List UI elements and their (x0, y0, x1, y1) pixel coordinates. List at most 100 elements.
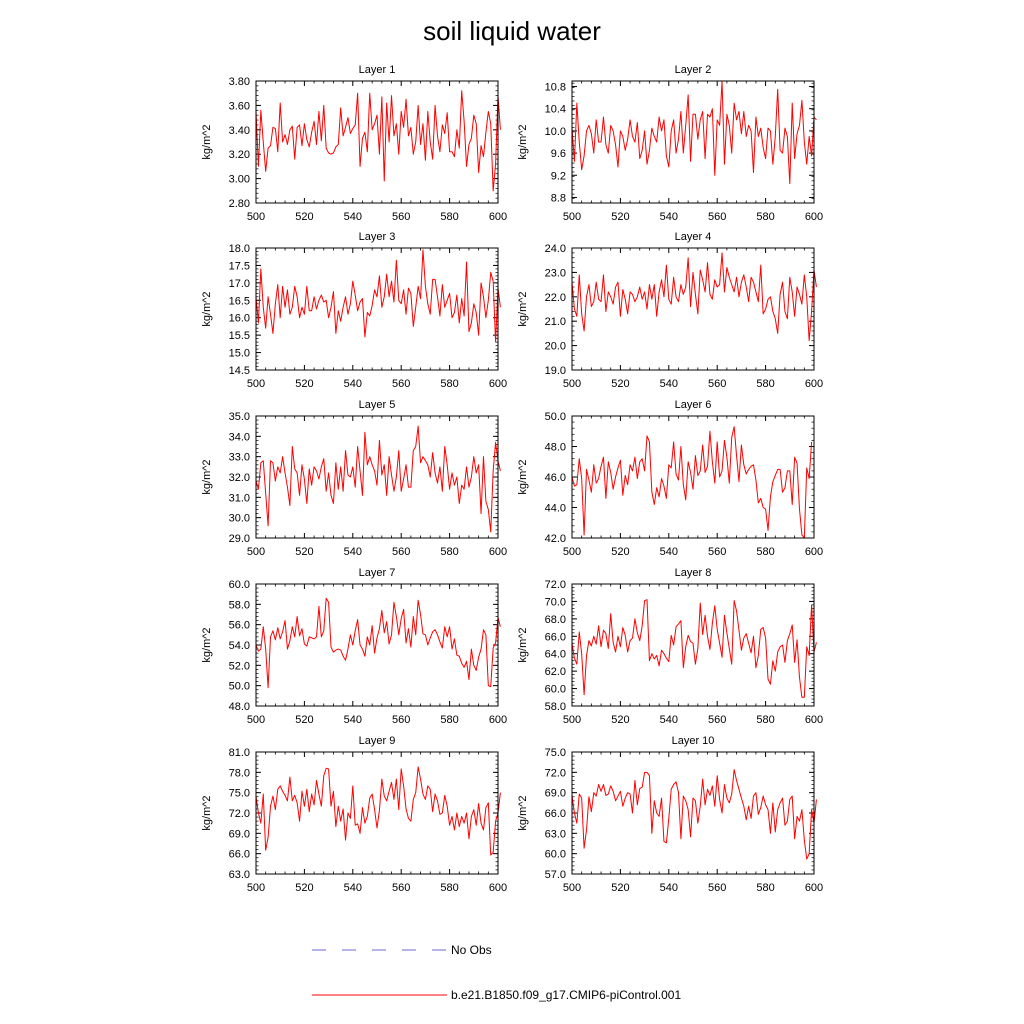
series-line (571, 426, 813, 539)
y-axis-label: kg/m^2 (201, 795, 213, 830)
plot-frame (255, 583, 499, 707)
y-tick-label: 22.0 (545, 292, 566, 304)
x-tick-label: 580 (756, 882, 774, 894)
panel-9: Layer 9 kg/m^2 500 520 540 560 580 600 63.0 66.0 6… (201, 735, 507, 894)
y-tick-label: 58.0 (229, 599, 250, 611)
y-tick-label: 2.80 (229, 198, 250, 210)
x-tick-label: 520 (295, 714, 313, 726)
panel-7: Layer 7 kg/m^2 500 520 540 560 580 600 48.0 50.0 5… (201, 567, 507, 726)
x-tick-label: 560 (708, 546, 726, 558)
y-tick-label: 3.80 (229, 76, 250, 88)
y-tick-label: 15.5 (229, 330, 250, 342)
y-tick-label: 21.0 (545, 316, 566, 328)
series-line (255, 597, 501, 689)
y-tick-label: 34.0 (229, 431, 250, 443)
plot-frame (255, 80, 499, 204)
y-tick-label: 66.0 (545, 631, 566, 643)
x-tick-label: 520 (611, 714, 629, 726)
figure-title: soil liquid water (423, 16, 601, 46)
y-tick-label: 54.0 (229, 640, 250, 652)
x-tick-label: 500 (563, 546, 581, 558)
x-tick-label: 500 (247, 714, 265, 726)
x-tick-label: 580 (756, 714, 774, 726)
x-tick-label: 520 (295, 546, 313, 558)
x-tick-label: 540 (660, 378, 678, 390)
x-tick-label: 520 (611, 211, 629, 223)
y-tick-label: 52.0 (229, 660, 250, 672)
panel-10: Layer 10 kg/m^2 500 520 540 560 580 600 57.0 60.0… (517, 735, 823, 894)
legend-item: No Obs (312, 943, 492, 957)
y-tick-label: 63.0 (229, 869, 250, 881)
x-tick-label: 600 (805, 211, 823, 223)
plot-frame (571, 583, 815, 707)
series-line (571, 252, 817, 342)
series-line (255, 90, 501, 192)
x-tick-label: 560 (392, 546, 410, 558)
y-tick-label: 56.0 (229, 620, 250, 632)
y-tick-label: 81.0 (229, 747, 250, 759)
y-tick-label: 48.0 (545, 442, 566, 454)
x-tick-label: 600 (489, 714, 507, 726)
x-tick-label: 500 (247, 211, 265, 223)
y-tick-label: 10.8 (545, 82, 566, 94)
y-tick-label: 29.0 (229, 533, 250, 545)
panel-title: Layer 3 (359, 231, 396, 243)
x-tick-label: 540 (660, 546, 678, 558)
y-tick-label: 44.0 (545, 503, 566, 515)
y-axis-label: kg/m^2 (201, 124, 213, 159)
x-tick-label: 600 (805, 882, 823, 894)
x-tick-label: 600 (489, 546, 507, 558)
panel-4: Layer 4 kg/m^2 500 520 540 560 580 600 19.0 20.0 2… (517, 231, 823, 390)
x-tick-label: 600 (805, 378, 823, 390)
y-tick-label: 50.0 (545, 411, 566, 423)
x-tick-label: 500 (563, 882, 581, 894)
y-tick-label: 9.6 (551, 148, 566, 160)
x-tick-label: 500 (247, 882, 265, 894)
x-tick-label: 580 (440, 882, 458, 894)
x-tick-label: 580 (756, 211, 774, 223)
y-tick-label: 17.5 (229, 260, 250, 272)
y-tick-label: 10.0 (545, 126, 566, 138)
y-tick-label: 68.0 (545, 614, 566, 626)
x-tick-label: 560 (708, 882, 726, 894)
x-tick-label: 580 (440, 211, 458, 223)
panels-group: Layer 1 kg/m^2 500 520 540 560 580 600 2.80 3.00 3… (201, 64, 823, 894)
y-tick-label: 75.0 (545, 747, 566, 759)
panel-2: Layer 2 kg/m^2 500 520 540 560 580 600 8.8 9.2 9.6… (517, 64, 823, 223)
y-tick-label: 10.4 (545, 104, 566, 116)
y-tick-label: 18.0 (229, 243, 250, 255)
x-tick-label: 540 (660, 211, 678, 223)
y-tick-label: 3.60 (229, 100, 250, 112)
y-axis-label: kg/m^2 (517, 459, 529, 494)
y-tick-label: 23.0 (545, 267, 566, 279)
y-tick-label: 3.40 (229, 125, 250, 137)
x-tick-label: 540 (660, 714, 678, 726)
y-tick-label: 16.5 (229, 295, 250, 307)
panel-title: Layer 5 (359, 399, 396, 411)
series-line (255, 249, 501, 343)
panel-title: Layer 1 (359, 64, 396, 76)
panel-title: Layer 4 (675, 231, 712, 243)
legend: No Obs b.e21.B1850.f09_g17.CMIP6-piContro… (312, 943, 681, 1002)
series-line (571, 80, 817, 185)
y-tick-label: 66.0 (545, 808, 566, 820)
y-tick-label: 31.0 (229, 492, 250, 504)
y-tick-label: 9.2 (551, 170, 566, 182)
panel-title: Layer 2 (675, 64, 712, 76)
x-tick-label: 500 (563, 378, 581, 390)
y-tick-label: 16.0 (229, 313, 250, 325)
x-tick-label: 520 (295, 378, 313, 390)
x-tick-label: 560 (708, 378, 726, 390)
x-tick-label: 560 (708, 714, 726, 726)
panel-title: Layer 7 (359, 567, 396, 579)
x-tick-label: 500 (563, 211, 581, 223)
y-tick-label: 75.0 (229, 788, 250, 800)
series-line (255, 425, 501, 533)
y-tick-label: 63.0 (545, 828, 566, 840)
y-tick-label: 70.0 (545, 596, 566, 608)
panel-title: Layer 9 (359, 735, 396, 747)
y-tick-label: 42.0 (545, 533, 566, 545)
y-tick-label: 48.0 (229, 701, 250, 713)
x-tick-label: 540 (344, 882, 362, 894)
x-tick-label: 540 (344, 378, 362, 390)
